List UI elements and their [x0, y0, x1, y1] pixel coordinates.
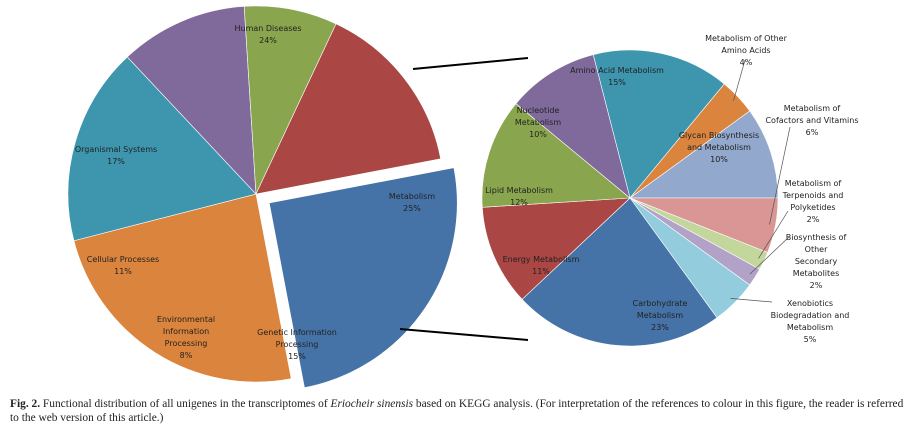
- kegg-pie-chart-figure: Metabolism 25% Human Diseases 24% Organismal…: [67, 5, 859, 389]
- metabolism-label-biosynthesis-of-other-secondary-metabolites: Biosynthesis of Other Secondary Metabolites…: [786, 233, 847, 290]
- metabolism-label-energy-metabolism: Energy Metabolism 11%: [503, 255, 580, 276]
- leader-line-xenobiotics-biodegradation-and-metabolism: [730, 298, 773, 303]
- metabolism-label-nucleotide-metabolism: Nucleotide Metabolism 10%: [515, 106, 561, 139]
- metabolism-label-metabolism-of-cofactors-and-vitamins: Metabolism of Cofactors and Vitamins 6%: [765, 104, 858, 137]
- metabolism-slice-lipid-metabolism: [481, 103, 631, 208]
- kegg-label-metabolism: Metabolism 25%: [389, 192, 435, 213]
- metabolism-slice-glycan-biosynthesis-and-metabolism: [629, 110, 779, 199]
- metabolism-slice-amino-acid-metabolism: [592, 49, 725, 199]
- kegg-label-cellular-processes: Cellular Processes 11%: [87, 255, 159, 276]
- connector-line-top: [412, 57, 529, 70]
- explode-connector-lines: [399, 57, 529, 341]
- metabolism-label-xenobiotics-biodegradation-and-metabolism: Xenobiotics Biodegradation and Metabolism 5…: [771, 299, 850, 344]
- kegg-label-organismal-systems: Organismal Systems 17%: [75, 145, 157, 166]
- metabolism-slice-nucleotide-metabolism: [515, 54, 631, 199]
- leader-line-metabolism-of-other-amino-acids: [733, 59, 746, 101]
- connector-line-bottom: [399, 328, 529, 341]
- metabolism-label-metabolism-of-other-amino-acids: Metabolism of Other Amino Acids 4%: [705, 34, 787, 67]
- kegg-slice-cellular-processes: [126, 6, 257, 195]
- kegg-slice-environmental-information-processing: [243, 5, 337, 195]
- caption-text-before: Functional distribution of all unigenes …: [40, 398, 331, 410]
- slice-labels: Metabolism 25% Human Diseases 24% Organismal…: [75, 24, 859, 361]
- kegg-slice-metabolism: [268, 167, 458, 389]
- kegg-label-environmental-information-processing: Environmental Information Processing 8%: [157, 315, 215, 360]
- metabolism-label-carbohydrate-metabolism: Carbohydrate Metabolism 23%: [633, 299, 688, 332]
- kegg-slice-genetic-information-processing: [255, 23, 442, 195]
- metabolism-label-glycan-biosynthesis-and-metabolism: Glycan Biosynthesis and Metabolism 10%: [679, 131, 759, 164]
- metabolism-subcategory-pie: [481, 49, 779, 347]
- leader-line-biosynthesis-of-other-secondary-metabolites: [749, 235, 791, 275]
- caption-text-after: based on KEGG analysis. (For interpretat…: [10, 398, 904, 424]
- kegg-category-pie: [67, 5, 458, 389]
- kegg-slice-organismal-systems: [67, 56, 257, 242]
- metabolism-slice-energy-metabolism: [481, 197, 631, 300]
- leader-line-metabolism-of-terpenoids-and-polyketides: [758, 210, 789, 259]
- figure-label: Fig. 2.: [10, 398, 41, 410]
- leader-line-metabolism-of-cofactors-and-vitamins: [769, 126, 791, 225]
- metabolism-slice-carbohydrate-metabolism: [521, 197, 718, 347]
- metabolism-label-lipid-metabolism: Lipid Metabolism 12%: [485, 186, 553, 207]
- kegg-label-genetic-information-processing: Genetic Information Processing 15%: [257, 328, 337, 361]
- metabolism-label-amino-acid-metabolism: Amino Acid Metabolism 15%: [570, 66, 664, 87]
- kegg-label-human-diseases: Human Diseases 24%: [234, 24, 301, 45]
- metabolism-label-metabolism-of-terpenoids-and-polyketides: Metabolism of Terpenoids and Polyketides 2%: [782, 179, 844, 224]
- figure-caption: Fig. 2. Functional distribution of all u…: [10, 397, 908, 425]
- species-name: Eriocheir sinensis: [330, 398, 414, 410]
- kegg-slice-human-diseases: [73, 193, 292, 383]
